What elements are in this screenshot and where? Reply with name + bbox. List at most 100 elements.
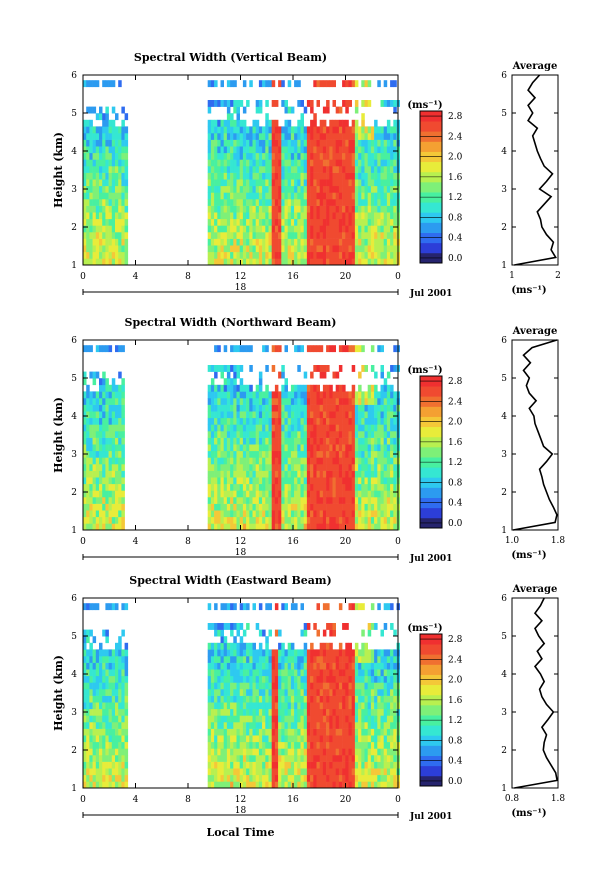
heatmap-cell [274,444,279,452]
heatmap-cell [226,391,231,399]
heatmap-cell [281,642,285,650]
heatmap-cell [364,503,368,511]
heatmap-cell [306,503,311,511]
heatmap-cell [351,457,356,465]
heatmap-cell [316,251,320,259]
heatmap-cell [287,470,292,478]
heatmap-cell [95,457,100,465]
heatmap-cell [242,80,247,88]
heatmap-cell [118,728,122,736]
heatmap-cell [332,728,336,736]
heatmap-cell [348,192,352,200]
heatmap-cell [300,417,304,425]
heatmap-cell [345,702,349,710]
heatmap-cell [83,212,87,220]
heatmap-cell [313,391,317,399]
heatmap-cell [342,251,346,259]
heatmap-cell [220,636,224,644]
heatmap-cell [258,656,263,663]
heatmap-cell [214,483,218,491]
heatmap-cell [374,523,378,531]
heatmap-cell [326,133,330,140]
heatmap-cell [319,80,324,88]
heatmap-cell [258,179,263,187]
heatmap-cell [108,708,113,716]
heatmap-cell [89,629,93,637]
heatmap-cell [226,106,231,114]
heatmap-cell [233,431,237,438]
heatmap-cell [95,371,100,379]
heatmap-cell [246,245,250,253]
heatmap-cell [252,516,256,524]
heatmap-cell [252,642,256,650]
heatmap-cell [322,523,327,531]
heatmap-cell [105,649,109,657]
heatmap-cell [86,669,90,677]
heatmap-cell [306,457,311,465]
heatmap-cell [386,398,391,405]
heatmap-cell [348,251,352,259]
heatmap-cell [303,238,308,246]
heatmap-cell [249,444,253,452]
heatmap-cell [374,159,378,167]
heatmap-cell [121,464,125,471]
heatmap-cell [210,735,215,743]
heatmap-cell [332,225,336,233]
heatmap-cell [220,365,224,372]
heatmap-cell [223,689,228,696]
heatmap-cell [99,179,103,187]
heatmap-cell [364,238,368,246]
heatmap-cell [358,218,362,226]
heatmap-cell [118,503,122,511]
heatmap-cell [239,218,244,226]
heatmap-cell [210,80,215,88]
heatmap-cell [262,483,266,491]
heatmap-cell [255,761,260,769]
heatmap-cell [118,642,122,650]
heatmap-cell [242,398,247,405]
heatmap-cell [361,126,365,134]
heatmap-cell [86,761,90,769]
heatmap-cell [287,172,292,180]
heatmap-cell [386,225,391,233]
heatmap-cell [223,748,228,756]
heatmap-cell [316,722,320,729]
heatmap-cell [236,629,240,637]
heatmap-cell [105,656,109,663]
heatmap-cell [239,728,244,736]
heatmap-cell [99,477,103,485]
average-x-tick-label: 2 [555,271,561,281]
heatmap-cell [374,404,378,412]
heatmap-cell [124,152,129,160]
heatmap-cell [300,212,304,220]
heatmap-cell [86,437,90,445]
heatmap-cell [287,212,292,220]
heatmap-cell [351,232,356,239]
heatmap-cell [342,675,346,683]
heatmap-cell [268,444,272,452]
heatmap-cell [358,437,362,445]
heatmap-cell [210,398,215,405]
heatmap-cell [99,212,103,220]
heatmap-cell [351,510,356,518]
heatmap-cell [249,470,253,478]
heatmap-cell [300,185,304,193]
colorbar-swatch [420,181,442,193]
heatmap-cell [86,728,90,736]
heatmap-cell [102,417,106,425]
heatmap-cell [105,477,109,485]
heatmap-cell [239,152,244,160]
heatmap-cell [303,523,308,531]
heatmap-cell [294,656,298,663]
heatmap-cell [105,470,109,478]
heatmap-cell [265,218,269,226]
heatmap-cell [383,516,388,524]
heatmap-cell [220,689,224,696]
heatmap-cell [310,251,314,259]
heatmap-cell [265,682,269,690]
heatmap-cell [226,781,231,789]
heatmap-cell [335,444,340,452]
heatmap-cell [242,345,247,353]
heatmap-cell [361,477,365,485]
heatmap-cell [345,205,349,213]
